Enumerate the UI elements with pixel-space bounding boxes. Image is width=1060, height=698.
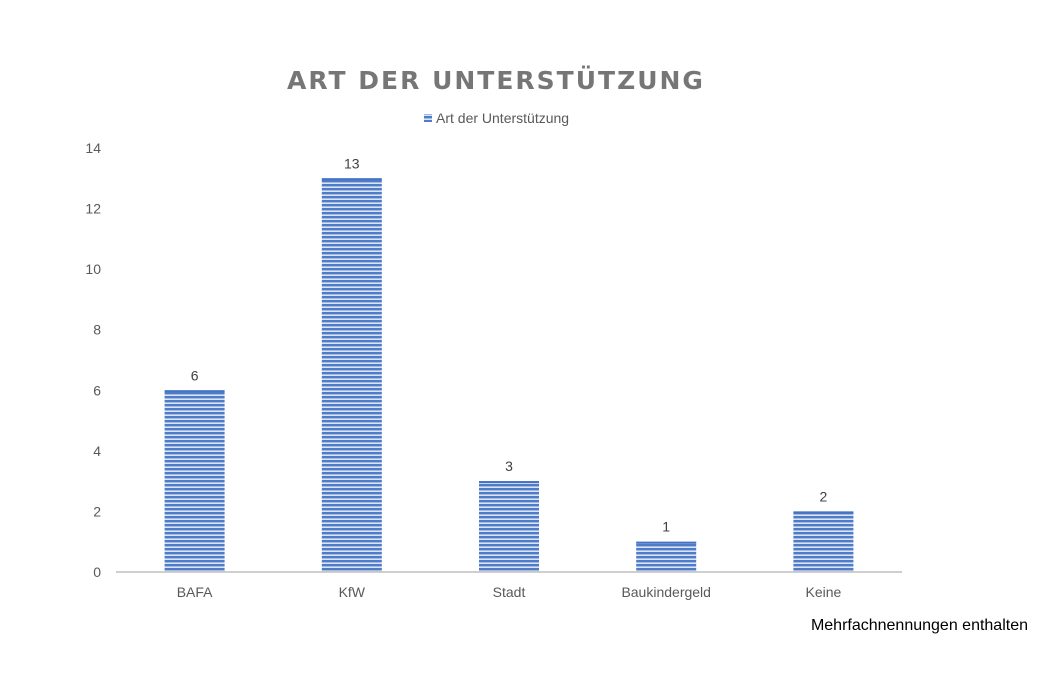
x-tick-label: KfW (339, 584, 366, 600)
y-tick-label: 10 (85, 261, 101, 277)
bar-kfw (321, 178, 382, 573)
data-label: 6 (191, 367, 199, 383)
data-label: 1 (662, 519, 670, 535)
x-tick-label: Baukindergeld (621, 584, 711, 600)
y-tick-label: 0 (93, 564, 101, 580)
legend-swatch (424, 114, 432, 122)
bar-baukindergeld (636, 541, 697, 572)
x-tick-label: Keine (805, 584, 841, 600)
x-axis: BAFA KfW Stadt Baukindergeld Keine (177, 584, 842, 600)
y-axis: 0 2 4 6 8 10 12 14 (85, 140, 101, 580)
y-tick-label: 14 (85, 140, 101, 156)
data-label: 13 (344, 155, 360, 171)
x-tick-label: BAFA (177, 584, 213, 600)
legend: Art der Unterstützung (424, 110, 569, 126)
data-label: 2 (820, 488, 828, 504)
bar-keine (793, 511, 854, 572)
bar-bafa (164, 390, 225, 572)
y-tick-label: 12 (85, 201, 101, 217)
y-tick-label: 4 (93, 443, 101, 459)
bar-stadt (479, 481, 539, 572)
legend-label: Art der Unterstützung (436, 110, 569, 126)
chart-title: ART DER UNTERSTÜTZUNG (287, 65, 705, 95)
y-tick-label: 8 (93, 322, 101, 338)
bars: 6 13 3 1 2 (164, 155, 854, 573)
x-tick-label: Stadt (493, 584, 526, 600)
footnote: Mehrfachnennungen enthalten (810, 617, 1028, 634)
y-tick-label: 2 (93, 503, 101, 519)
data-label: 3 (505, 458, 513, 474)
y-tick-label: 6 (93, 382, 101, 398)
